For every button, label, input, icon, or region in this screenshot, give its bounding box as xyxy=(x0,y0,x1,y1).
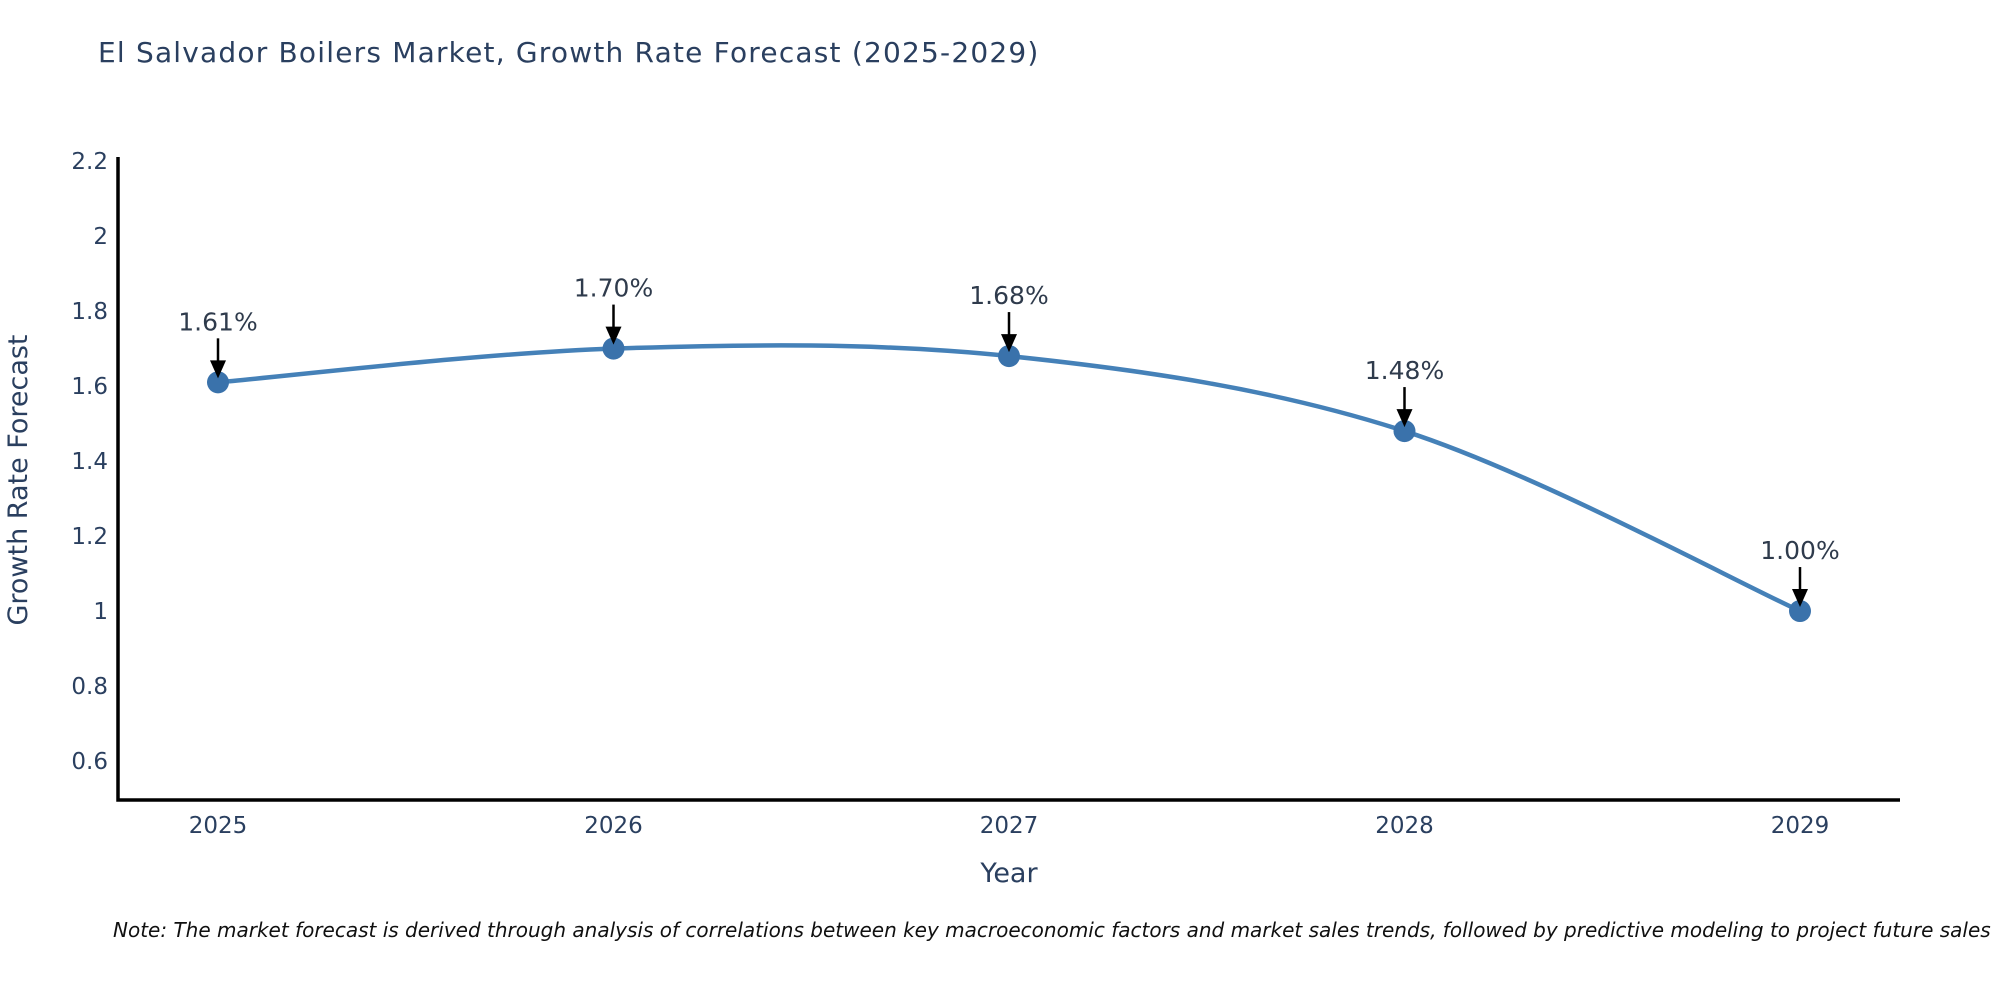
annotation-arrow-head xyxy=(1396,409,1413,428)
data-point-2027 xyxy=(998,345,1020,368)
annotation-arrow-head xyxy=(605,326,622,345)
y-tick-label: 2.2 xyxy=(71,149,108,175)
x-axis-title: Year xyxy=(979,858,1038,889)
x-tick-label: 2028 xyxy=(1375,813,1434,839)
x-tick-label: 2026 xyxy=(584,813,643,839)
y-tick-label: 1.4 xyxy=(71,449,108,475)
chart-title: El Salvador Boilers Market, Growth Rate … xyxy=(98,36,1040,69)
growth-rate-line-chart: 0.6 0.8 1 1.2 1.4 1.6 1.8 2 2.2 2025 2026 2027 2028 2… xyxy=(3,149,1900,889)
footnote: Note: The market forecast is derived thr… xyxy=(113,918,1991,942)
annotation-label: 1.00% xyxy=(1760,536,1839,565)
y-tick-label: 0.8 xyxy=(71,674,108,700)
y-tick-label: 1.2 xyxy=(71,524,108,550)
axis-lines xyxy=(116,157,1900,802)
x-tick-label: 2025 xyxy=(189,813,248,839)
data-point-2026 xyxy=(602,337,625,360)
data-point-2028 xyxy=(1393,420,1416,443)
data-point-2025 xyxy=(207,371,229,394)
annotation-label: 1.68% xyxy=(969,281,1048,310)
annotation-arrow-head xyxy=(1001,334,1017,353)
data-point-2029 xyxy=(1789,600,1811,623)
y-tick-label: 1.6 xyxy=(71,374,108,400)
forecast-line xyxy=(215,343,1803,614)
annotation-label: 1.48% xyxy=(1365,356,1444,385)
annotation-label: 1.61% xyxy=(178,307,257,336)
y-tick-label: 0.6 xyxy=(71,749,108,775)
y-axis-title: Growth Rate Forecast xyxy=(3,334,34,625)
y-tick-label: 2 xyxy=(93,224,108,250)
annotation-arrow-head xyxy=(1792,589,1808,608)
y-tick-label: 1.8 xyxy=(71,299,108,325)
annotation-arrow-head xyxy=(210,360,226,379)
x-tick-label: 2027 xyxy=(980,813,1039,839)
y-tick-label: 1 xyxy=(93,599,108,625)
annotation-label: 1.70% xyxy=(574,274,653,303)
x-tick-label: 2029 xyxy=(1771,813,1830,839)
